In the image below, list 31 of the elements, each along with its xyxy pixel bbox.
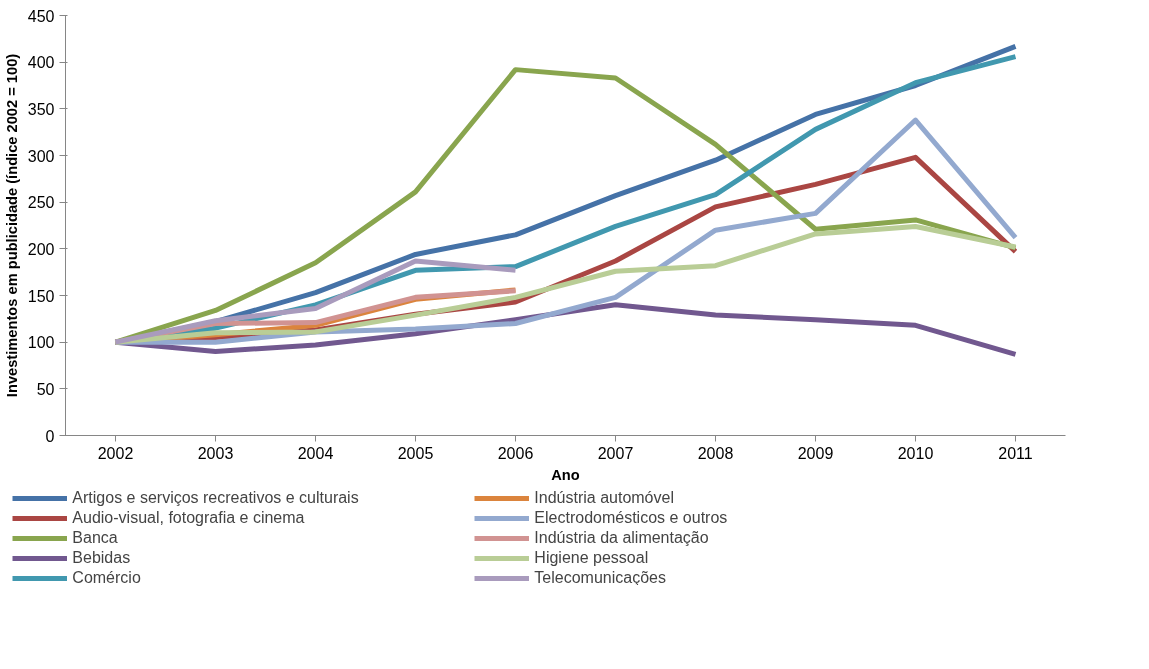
legend-label: Higiene pessoal (534, 549, 650, 567)
x-tick-label: 2005 (397, 444, 434, 462)
legend-label: Indústria automóvel (534, 489, 675, 507)
x-tick-label: 2009 (797, 444, 834, 462)
legend-label: Comércio (72, 569, 142, 587)
x-tick-label: 2002 (97, 444, 134, 462)
legend-label: Audio-visual, fotografia e cinema (72, 509, 306, 527)
legend-label: Artigos e serviços recreativos e culturais (72, 489, 360, 507)
y-tick-label: 400 (27, 54, 55, 72)
y-tick-label: 50 (36, 380, 55, 398)
legend-label: Indústria da alimentação (534, 529, 710, 547)
x-tick-label: 2003 (197, 444, 234, 462)
y-tick-label: 350 (27, 100, 55, 118)
y-tick-label: 0 (45, 427, 55, 445)
x-tick-label: 2006 (497, 444, 534, 462)
x-tick-label: 2011 (998, 444, 1033, 462)
y-tick-label: 250 (27, 194, 55, 212)
legend-label: Electrodomésticos e outros (534, 509, 729, 527)
y-tick-label: 200 (27, 240, 55, 258)
x-tick-label: 2007 (597, 444, 634, 462)
x-tick-label: 2008 (697, 444, 734, 462)
x-axis-title: Ano (551, 466, 580, 483)
y-tick-label: 150 (27, 287, 55, 305)
y-tick-label: 100 (27, 334, 55, 352)
y-tick-label: 450 (27, 7, 55, 25)
y-axis-title: Investimentos em publicidade (índice 2002 = 100) (3, 53, 20, 398)
x-tick-label: 2004 (297, 444, 334, 462)
legend-label: Banca (72, 529, 119, 547)
x-tick-label: 2010 (897, 444, 934, 462)
y-tick-label: 300 (27, 147, 55, 165)
legend-label: Bebidas (72, 549, 132, 567)
